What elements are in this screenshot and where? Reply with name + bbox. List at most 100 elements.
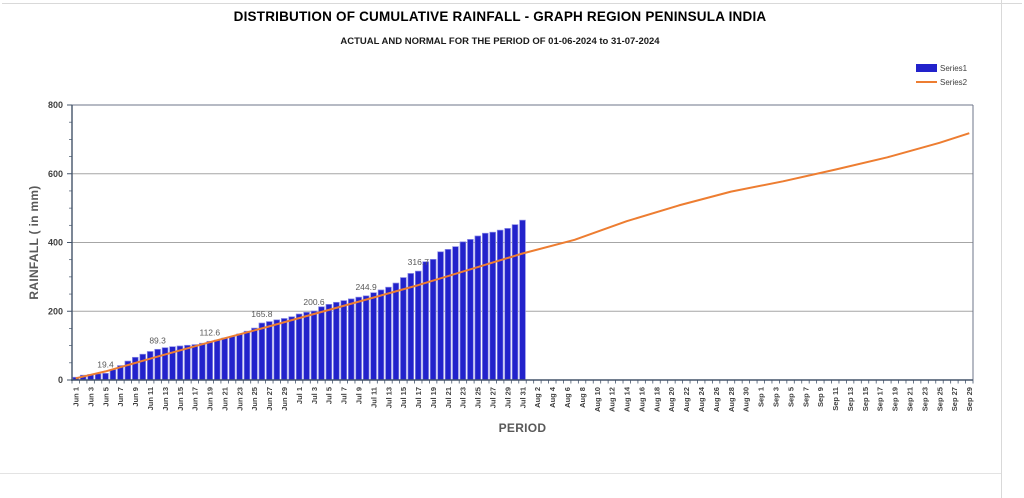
normal-rainfall-line — [75, 132, 970, 380]
x-tick-label: Sep 11 — [831, 387, 840, 411]
data-label-244.9: 244.9 — [355, 282, 377, 292]
bar-day-20 — [221, 337, 228, 381]
legend-label-series1: Series1 — [940, 63, 968, 73]
x-tick-label: Jul 5 — [325, 387, 334, 404]
data-label-19.4: 19.4 — [97, 359, 114, 369]
x-tick-label: Jul 23 — [459, 387, 468, 408]
bar-day-56 — [489, 231, 496, 381]
frame-top-border — [2, 3, 1022, 4]
bar-day-8 — [132, 356, 139, 381]
x-tick-label: Jun 9 — [131, 387, 140, 407]
y-tick-label-200: 200 — [48, 306, 63, 316]
x-tick-label: Jul 29 — [503, 387, 512, 408]
x-tick-label: Jun 11 — [146, 387, 155, 410]
y-tick-label-0: 0 — [58, 375, 63, 385]
bar-day-43 — [392, 282, 400, 381]
bar-day-58 — [504, 228, 511, 381]
bar-day-16 — [191, 344, 199, 381]
bar-day-5 — [109, 369, 117, 381]
bar-day-50 — [444, 249, 452, 381]
bar-day-22 — [236, 333, 243, 381]
bar-day-39 — [362, 295, 370, 381]
x-tick-label: Jul 15 — [399, 387, 408, 408]
bar-day-35 — [333, 301, 340, 381]
x-tick-label: Sep 15 — [861, 387, 870, 411]
bar-day-52 — [459, 241, 467, 381]
bar-day-9 — [139, 353, 146, 381]
x-tick-label: Jul 19 — [429, 387, 438, 408]
x-tick-label: Jul 11 — [369, 387, 378, 408]
legend-item-series1: Series1 — [916, 61, 967, 75]
y-tick-label-600: 600 — [48, 169, 63, 179]
x-axis-title: PERIOD — [499, 421, 547, 435]
legend-label-series2: Series2 — [940, 77, 968, 87]
bar-day-18 — [206, 340, 214, 381]
x-tick-label: Sep 17 — [876, 387, 885, 411]
x-tick-label: Jun 3 — [86, 387, 95, 407]
bar-day-42 — [385, 286, 392, 381]
chart-title: DISTRIBUTION OF CUMULATIVE RAINFALL - GR… — [233, 9, 767, 24]
x-tick-label: Aug 30 — [742, 387, 751, 412]
bar-day-36 — [340, 300, 348, 381]
x-tick-label: Sep 13 — [846, 387, 855, 411]
x-tick-label: Sep 21 — [906, 387, 915, 411]
bar-day-38 — [355, 296, 362, 381]
bar-day-59 — [511, 224, 519, 381]
bar-day-19 — [213, 339, 221, 381]
bar-day-47 — [422, 261, 429, 381]
x-tick-label: Jun 15 — [176, 387, 185, 411]
bar-day-51 — [452, 246, 459, 381]
x-tick-label: Aug 18 — [652, 387, 661, 412]
x-tick-label: Aug 28 — [727, 387, 736, 412]
x-tick-label: Jul 3 — [310, 387, 319, 404]
chart-subtitle: ACTUAL AND NORMAL FOR THE PERIOD OF 01-0… — [340, 36, 660, 47]
x-tick-label: Jul 1 — [295, 387, 304, 404]
x-tick-label: Jun 17 — [191, 387, 200, 411]
frame-bottom-border — [0, 473, 1001, 474]
data-label-112.6: 112.6 — [199, 327, 220, 337]
bar-day-40 — [370, 292, 377, 381]
bar-day-32 — [310, 310, 318, 381]
bar-day-31 — [303, 311, 310, 381]
x-tick-label: Sep 3 — [771, 387, 780, 407]
x-tick-label: Aug 22 — [682, 387, 691, 412]
bar-day-10 — [146, 351, 154, 381]
legend-item-series2: Series2 — [916, 75, 967, 89]
x-tick-label: Jul 17 — [414, 387, 423, 408]
bar-day-27 — [273, 319, 281, 381]
data-label-200.6: 200.6 — [303, 297, 325, 307]
x-tick-label: Sep 9 — [816, 387, 825, 407]
bar-day-60 — [519, 219, 526, 381]
x-tick-label: Aug 20 — [667, 387, 676, 412]
bar-day-41 — [377, 289, 385, 381]
bar-day-3 — [94, 373, 102, 381]
data-label-316.7: 316.7 — [408, 257, 430, 267]
bar-day-4 — [102, 372, 109, 381]
bar-day-55 — [482, 232, 489, 381]
bar-day-23 — [243, 330, 251, 381]
x-tick-label: Jul 25 — [474, 387, 483, 408]
x-tick-label: Jul 27 — [489, 387, 498, 408]
x-tick-label: Sep 27 — [950, 387, 959, 411]
x-tick-label: Jun 23 — [235, 387, 244, 411]
x-tick-label: Aug 6 — [563, 387, 572, 408]
x-tick-label: Sep 29 — [965, 387, 974, 411]
x-tick-label: Aug 24 — [697, 386, 706, 412]
x-tick-label: Jul 21 — [444, 387, 453, 408]
bar-day-53 — [467, 239, 474, 381]
x-tick-label: Jul 9 — [354, 387, 363, 404]
x-tick-label: Sep 19 — [891, 387, 900, 411]
x-tick-label: Sep 7 — [801, 387, 810, 407]
y-tick-label-400: 400 — [48, 238, 63, 248]
x-tick-label: Aug 14 — [623, 386, 632, 412]
bar-day-26 — [266, 321, 273, 381]
data-label-165.8: 165.8 — [251, 309, 273, 319]
frame-right-border — [1001, 0, 1002, 498]
x-tick-label: Jun 25 — [250, 387, 259, 411]
bar-day-15 — [184, 344, 191, 381]
bar-day-54 — [474, 235, 482, 381]
x-tick-label: Aug 26 — [712, 387, 721, 412]
x-tick-label: Jul 7 — [340, 387, 349, 404]
